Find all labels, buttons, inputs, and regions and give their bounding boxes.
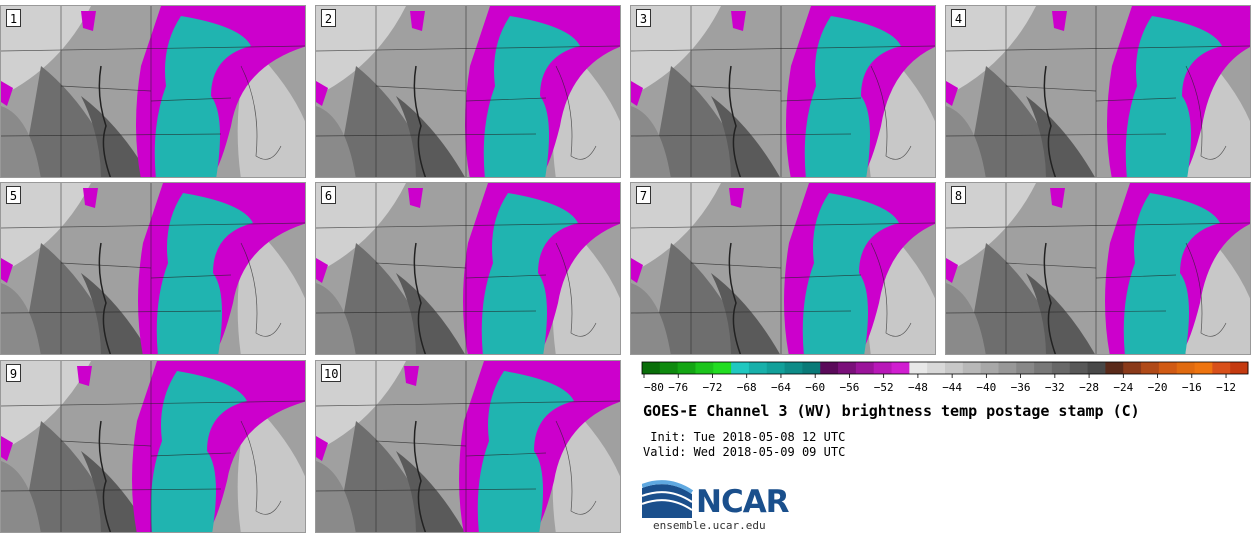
colorbar-tick-label: −40 — [976, 381, 996, 394]
panel-number: 1 — [6, 9, 21, 27]
colorbar-swatch — [1212, 362, 1231, 374]
colorbar-swatch — [855, 362, 875, 374]
map-image — [1, 183, 305, 354]
map-image — [316, 6, 620, 177]
colorbar-swatch — [1069, 362, 1089, 374]
colorbar-swatch — [1105, 362, 1124, 374]
colorbar-swatch — [909, 362, 928, 374]
colorbar-swatch — [962, 362, 982, 374]
map-panel-10: 10 — [315, 360, 621, 533]
panel-number: 2 — [321, 9, 336, 27]
colorbar-tick-label: −44 — [942, 381, 962, 394]
init-time: Init: Tue 2018-05-08 12 UTC — [643, 430, 846, 444]
panel-number: 6 — [321, 186, 336, 204]
colorbar-swatch — [1230, 362, 1249, 374]
colorbar-tick-label: −60 — [805, 381, 825, 394]
map-image — [316, 183, 620, 354]
map-panel-8: 8 — [945, 182, 1251, 355]
panel-number: 4 — [951, 9, 966, 27]
colorbar-tick-label: −64 — [771, 381, 791, 394]
colorbar: −80 −76 −72 −68 −64 −60 −56 −52 −48 −44 −40 −36 −32 −… — [641, 361, 1249, 394]
colorbar-tick-label: −68 — [737, 381, 757, 394]
colorbar-tick-label: −48 — [908, 381, 928, 394]
valid-time: Valid: Wed 2018-05-09 09 UTC — [643, 445, 846, 459]
panel-number: 10 — [321, 364, 342, 382]
ncar-logo-mark-icon — [642, 480, 694, 518]
colorbar-swatch — [1051, 362, 1071, 374]
map-panel-2: 2 — [315, 5, 621, 178]
colorbar-swatch — [1016, 362, 1035, 374]
logo-url: ensemble.ucar.edu — [653, 519, 766, 532]
colorbar-swatch — [1194, 362, 1213, 374]
map-panel-6: 6 — [315, 182, 621, 355]
map-image — [1, 6, 305, 177]
logo-text: NCAR — [696, 484, 790, 520]
map-image — [631, 183, 935, 354]
colorbar-tick-label: −32 — [1045, 381, 1065, 394]
colorbar-swatch — [980, 362, 999, 374]
colorbar-swatch — [748, 362, 768, 374]
colorbar-swatch — [820, 362, 839, 374]
map-panel-1: 1 — [0, 5, 306, 178]
colorbar-swatch — [766, 362, 786, 374]
colorbar-swatch — [677, 362, 696, 374]
map-image — [1, 361, 305, 532]
colorbar-swatch — [713, 362, 732, 374]
colorbar-swatch — [945, 362, 964, 374]
panel-number: 3 — [636, 9, 651, 27]
colorbar-tick-label: −24 — [1113, 381, 1133, 394]
ncar-logo: NCAR ensemble.ucar.edu — [642, 476, 802, 532]
panel-number: 7 — [636, 186, 651, 204]
map-panel-9: 9 — [0, 360, 306, 533]
colorbar-tick-label: −20 — [1148, 381, 1168, 394]
panel-number: 5 — [6, 186, 21, 204]
colorbar-swatch — [1141, 362, 1160, 374]
colorbar-swatch — [784, 362, 803, 374]
colorbar-swatch — [1034, 362, 1053, 374]
colorbar-tick-label: −76 — [668, 381, 688, 394]
colorbar-tick-label: −12 — [1216, 381, 1236, 394]
colorbar-tick-label: −72 — [703, 381, 723, 394]
colorbar-swatch — [695, 362, 714, 374]
colorbar-swatch — [731, 362, 750, 374]
colorbar-swatch — [891, 362, 910, 374]
colorbar-swatch — [927, 362, 946, 374]
map-image — [316, 361, 620, 532]
colorbar-tick-label: −56 — [839, 381, 859, 394]
colorbar-swatch — [1158, 362, 1178, 374]
page-title: GOES-E Channel 3 (WV) brightness temp po… — [643, 402, 1140, 420]
colorbar-swatch — [802, 362, 821, 374]
colorbar-tick-label: −16 — [1182, 381, 1202, 394]
colorbar-tick-label: −28 — [1079, 381, 1099, 394]
map-image — [946, 183, 1250, 354]
colorbar-swatch — [873, 362, 893, 374]
colorbar-tick-label: −80 — [644, 381, 664, 394]
map-image — [631, 6, 935, 177]
panel-number: 8 — [951, 186, 966, 204]
colorbar-swatch — [659, 362, 679, 374]
colorbar-swatch — [998, 362, 1017, 374]
colorbar-swatch — [1176, 362, 1196, 374]
map-panel-7: 7 — [630, 182, 936, 355]
panel-number: 9 — [6, 364, 21, 382]
colorbar-swatch — [838, 362, 857, 374]
colorbar-swatch — [1123, 362, 1142, 374]
map-panel-3: 3 — [630, 5, 936, 178]
colorbar-swatch — [1087, 362, 1106, 374]
map-panel-5: 5 — [0, 182, 306, 355]
colorbar-tick-label: −52 — [874, 381, 894, 394]
map-image — [946, 6, 1250, 177]
map-panel-4: 4 — [945, 5, 1251, 178]
colorbar-swatch — [642, 362, 661, 374]
colorbar-tick-label: −36 — [1011, 381, 1031, 394]
